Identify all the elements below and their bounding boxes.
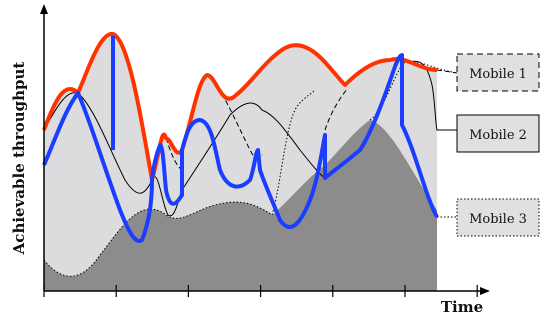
x-axis-arrowhead <box>480 287 490 295</box>
dark-mobile3-area <box>44 120 437 291</box>
mobile2-solid-line <box>43 92 326 217</box>
scheduled-blue-line <box>42 53 439 243</box>
legend-mobile1-box <box>456 53 540 92</box>
legend-mobile1: Mobile 1 <box>456 53 540 92</box>
mobile1-legend-connector <box>436 69 458 74</box>
legend-mobile2-box <box>456 114 540 153</box>
mobile1-dashed-line-right <box>324 87 349 131</box>
upper-envelope-red-line <box>42 32 438 182</box>
legend-mobile3-label: Mobile 3 <box>469 212 527 227</box>
legend-mobile3: Mobile 3 <box>456 198 540 237</box>
x-axis-ticks <box>43 285 478 297</box>
legend-mobile3-box <box>456 198 540 237</box>
legend-mobile2-label: Mobile 2 <box>469 128 527 143</box>
x-axis-title: Time <box>441 298 483 316</box>
legend-mobile1-label: Mobile 1 <box>469 67 527 82</box>
mobile2-solid-line-right <box>404 60 457 131</box>
y-axis-title: Achievable throughput <box>10 62 28 256</box>
legend-mobile2: Mobile 2 <box>456 114 540 153</box>
y-axis-arrowhead <box>40 4 48 14</box>
